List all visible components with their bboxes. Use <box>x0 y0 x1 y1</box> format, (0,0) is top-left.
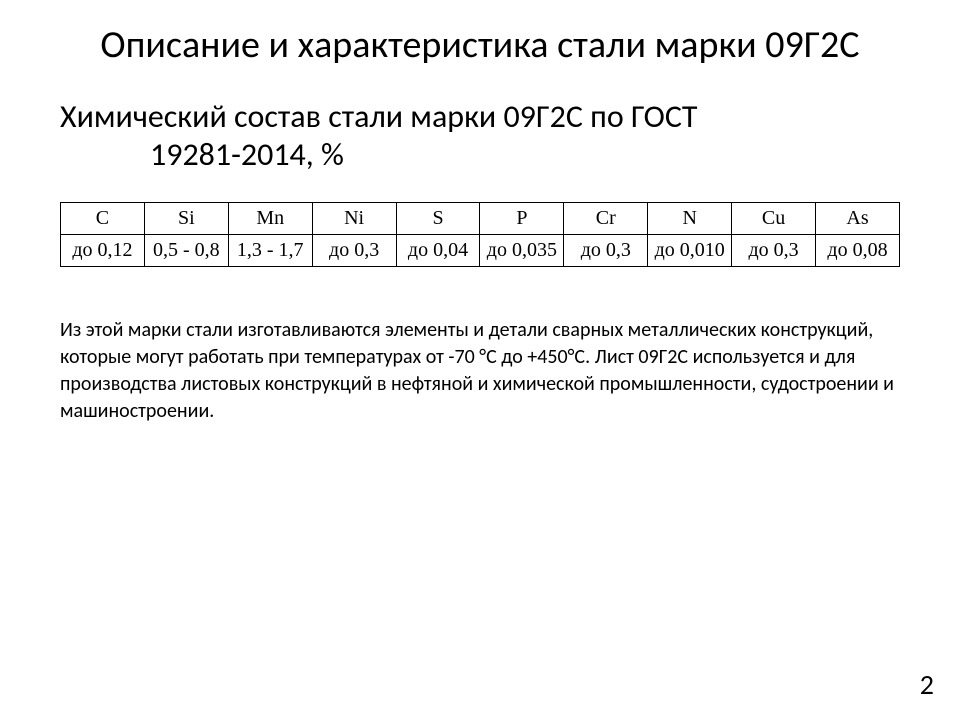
page-number: 2 <box>920 667 934 702</box>
subtitle: Химический состав стали марки 09Г2С по Г… <box>60 98 900 175</box>
table-cell: до 0,04 <box>396 235 480 267</box>
table-cell: 0,5 - 0,8 <box>144 235 228 267</box>
table-cell: до 0,3 <box>564 235 648 267</box>
col-header: Cr <box>564 203 648 235</box>
col-header: C <box>61 203 145 235</box>
page-title: Описание и характеристика стали марки 09… <box>60 24 900 68</box>
subtitle-line1: Химический состав стали марки 09Г2С по Г… <box>60 97 697 136</box>
table-cell: 1,3 - 1,7 <box>228 235 312 267</box>
table-cell: до 0,035 <box>480 235 564 267</box>
table-cell: до 0,12 <box>61 235 145 267</box>
col-header: P <box>480 203 564 235</box>
col-header: Cu <box>732 203 816 235</box>
slide: Описание и характеристика стали марки 09… <box>0 0 960 720</box>
subtitle-line2: 19281-2014, % <box>60 136 900 174</box>
table-header-row: C Si Mn Ni S P Cr N Cu As <box>61 203 900 235</box>
col-header: As <box>816 203 900 235</box>
col-header: Mn <box>228 203 312 235</box>
col-header: Si <box>144 203 228 235</box>
table-row: до 0,12 0,5 - 0,8 1,3 - 1,7 до 0,3 до 0,… <box>61 235 900 267</box>
composition-table: C Si Mn Ni S P Cr N Cu As до 0,12 0,5 - … <box>60 202 900 267</box>
col-header: Ni <box>312 203 396 235</box>
col-header: S <box>396 203 480 235</box>
col-header: N <box>648 203 732 235</box>
description-text: Из этой марки стали изготавливаются элем… <box>60 317 900 425</box>
table-cell: до 0,3 <box>732 235 816 267</box>
table-cell: до 0,08 <box>816 235 900 267</box>
table-cell: до 0,3 <box>312 235 396 267</box>
table-cell: до 0,010 <box>648 235 732 267</box>
